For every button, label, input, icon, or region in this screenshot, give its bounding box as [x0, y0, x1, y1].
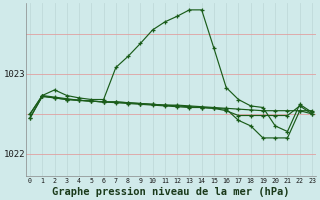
- X-axis label: Graphe pression niveau de la mer (hPa): Graphe pression niveau de la mer (hPa): [52, 186, 290, 197]
